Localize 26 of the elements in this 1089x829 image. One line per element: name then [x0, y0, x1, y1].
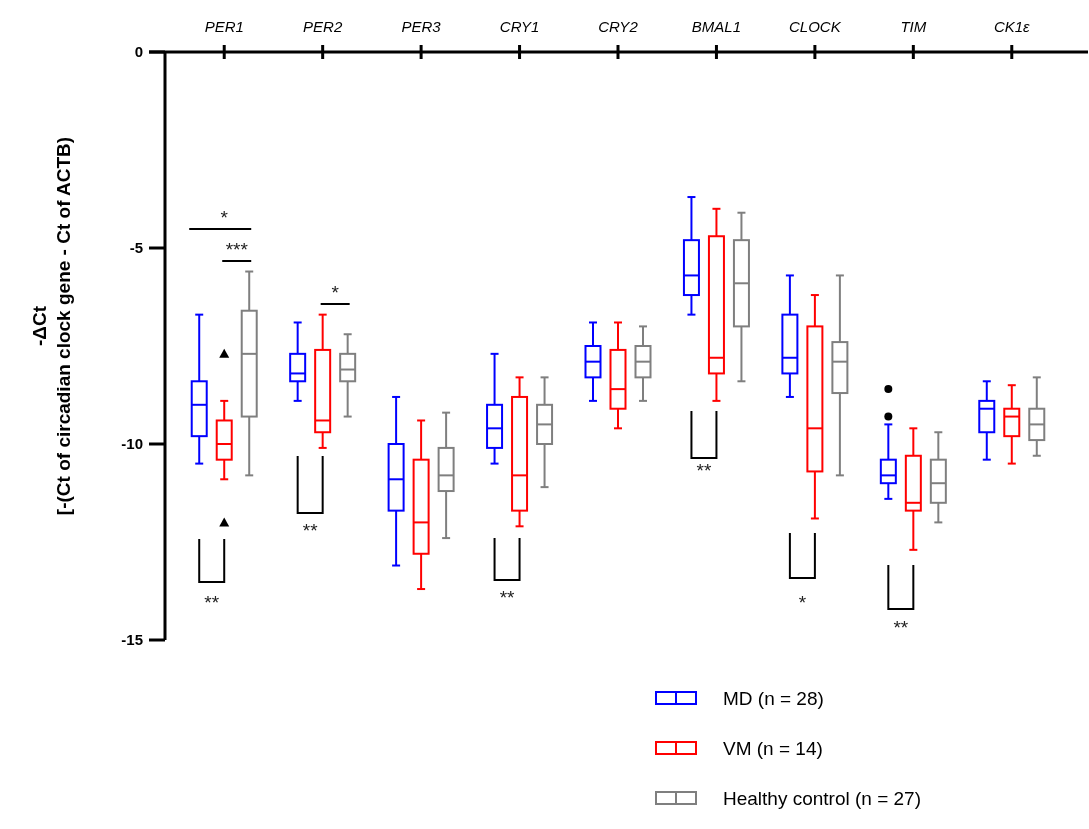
- legend-label: MD (n = 28): [723, 687, 824, 709]
- annotation: *: [331, 281, 340, 303]
- x-tick-label: CLOCK: [789, 18, 842, 35]
- annotation: **: [696, 459, 712, 481]
- y-axis-title: -ΔCt [-(Ct of circadian clock gene - Ct of ACTB): [29, 136, 74, 516]
- annotation: **: [893, 616, 909, 638]
- x-tick-label: CRY1: [499, 18, 540, 35]
- y-tick-label: 0: [134, 43, 143, 61]
- legend-label: Healthy control (n = 27): [723, 787, 922, 809]
- x-tick-label: PER3: [401, 18, 442, 35]
- x-tick-label: CRY2: [598, 18, 639, 35]
- legend-label: VM (n = 14): [723, 737, 823, 759]
- y-tick-label: -15: [121, 631, 143, 649]
- annotation: **: [204, 591, 220, 613]
- y-tick-label: -5: [129, 239, 143, 257]
- annotation: *: [798, 591, 807, 613]
- x-tick-label: PER1: [204, 18, 244, 35]
- y-tick-label: -10: [121, 435, 143, 453]
- x-tick-label: BMAL1: [691, 18, 742, 35]
- annotation: **: [499, 586, 516, 608]
- x-tick-label: TIM: [900, 18, 927, 35]
- annotation: **: [302, 519, 319, 541]
- annotation: *: [220, 206, 229, 228]
- x-tick-label: PER2: [303, 18, 343, 35]
- x-tick-label: CK1ε: [993, 18, 1031, 35]
- annotation: ***: [225, 238, 249, 260]
